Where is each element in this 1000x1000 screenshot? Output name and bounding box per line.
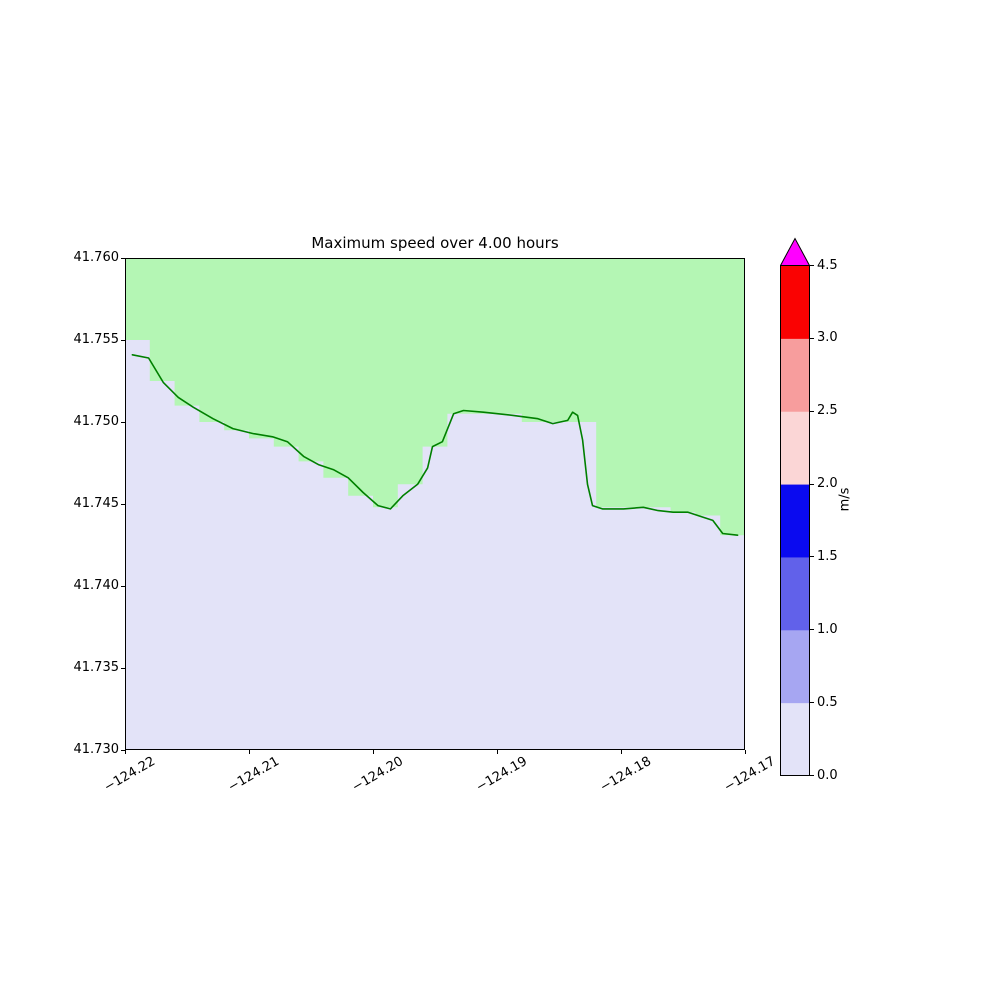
colorbar [780, 237, 810, 776]
colorbar-segment [780, 411, 810, 485]
tick-mark [810, 337, 814, 339]
coastline [131, 354, 739, 537]
y-tick-label: 41.740 [73, 578, 120, 593]
y-tick-label: 41.735 [73, 660, 120, 675]
colorbar-segment [780, 702, 810, 776]
x-tick-label: −124.19 [473, 753, 530, 796]
tick-mark [372, 750, 374, 754]
plot-spine [125, 258, 745, 750]
tick-mark [810, 556, 814, 558]
colorbar-segment [780, 629, 810, 704]
chart-title: Maximum speed over 4.00 hours [311, 234, 559, 252]
y-tick-label: 41.750 [73, 414, 120, 429]
colorbar-unit-label: m/s [837, 487, 853, 512]
colorbar-segment [780, 338, 810, 412]
colorbar-tick-label: 4.5 [817, 257, 838, 273]
colorbar-tick-label: 1.0 [817, 621, 838, 637]
colorbar-tick-label: 1.5 [817, 548, 838, 564]
tick-mark [121, 585, 125, 587]
colorbar-segment [780, 484, 810, 558]
x-tick-label: −124.20 [349, 753, 406, 796]
tick-mark [810, 410, 814, 412]
tick-mark [744, 750, 746, 754]
tick-mark [121, 667, 125, 669]
tick-mark [810, 702, 814, 704]
colorbar-tick-label: 0.5 [817, 694, 838, 710]
colorbar-tick-label: 3.0 [817, 330, 838, 346]
y-tick-label: 41.745 [73, 496, 120, 511]
colorbar-segment [780, 556, 810, 631]
tick-mark [124, 750, 126, 754]
x-tick-label: −124.17 [721, 753, 778, 796]
tick-mark [121, 339, 125, 341]
colorbar-tick-label: 0.0 [817, 767, 838, 783]
tick-mark [810, 629, 814, 631]
land-region [125, 258, 745, 536]
colorbar-tick-label: 2.0 [817, 476, 838, 492]
colorbar-extend-max-arrow [780, 237, 810, 266]
x-tick-label: −124.22 [101, 753, 158, 796]
colorbar-tick-label: 2.5 [817, 403, 838, 419]
tick-mark [810, 775, 814, 776]
tick-mark [810, 265, 814, 266]
plot-area [125, 258, 745, 750]
colorbar-segment [780, 265, 810, 339]
x-tick-label: −124.21 [225, 753, 282, 796]
tick-mark [121, 257, 125, 259]
tick-mark [121, 421, 125, 423]
x-tick-label: −124.18 [597, 753, 654, 796]
tick-mark [248, 750, 250, 754]
map-plot [125, 258, 745, 750]
y-tick-label: 41.760 [73, 250, 120, 265]
tick-mark [121, 749, 125, 751]
y-tick-label: 41.730 [73, 742, 120, 757]
tick-mark [810, 483, 814, 485]
y-tick-label: 41.755 [73, 332, 120, 347]
colorbar-outline [780, 265, 810, 776]
tick-mark [496, 750, 498, 754]
tick-mark [620, 750, 622, 754]
tick-mark [121, 503, 125, 505]
